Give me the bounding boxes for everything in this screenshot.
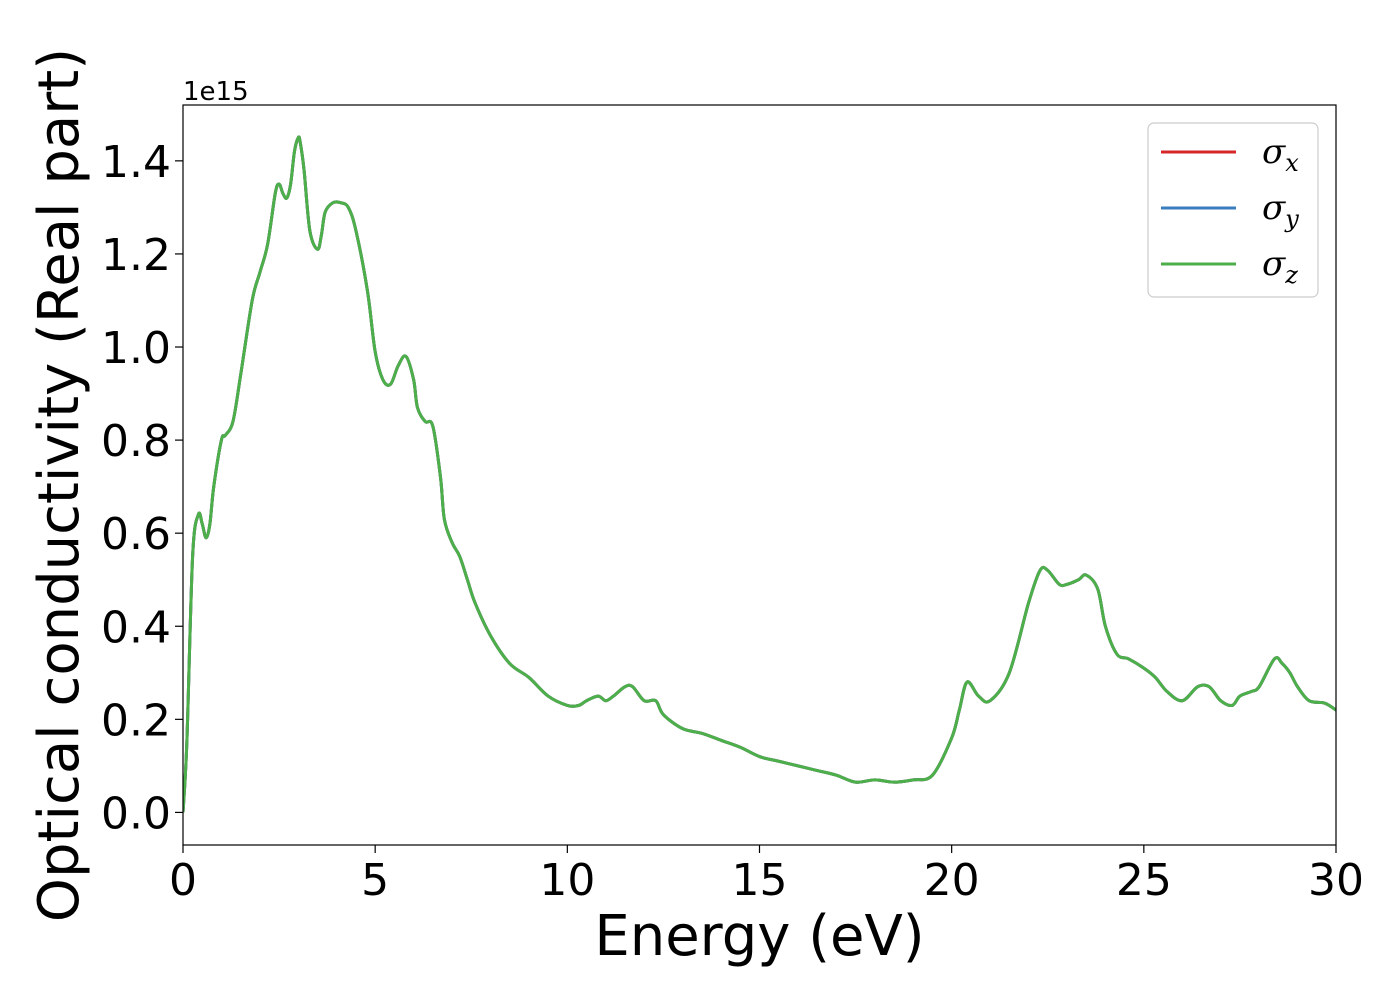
x-tick-label: 20 xyxy=(924,855,980,906)
x-tick-label: 15 xyxy=(732,855,788,906)
x-axis-title: Energy (eV) xyxy=(594,904,924,969)
x-tick-label: 30 xyxy=(1308,855,1364,906)
x-tick-label: 10 xyxy=(539,855,595,906)
y-tick-label: 1.2 xyxy=(101,230,171,281)
y-tick-label: 0.6 xyxy=(101,509,171,560)
series-layer xyxy=(183,135,1336,813)
y-tick-label: 0.0 xyxy=(101,788,171,839)
y-axis: 0.0 0.2 0.4 0.6 0.8 1.0 1.2 1.4 xyxy=(101,137,183,839)
y-tick-label: 0.8 xyxy=(101,416,171,467)
y-axis-title: Optical conductivity (Real part) xyxy=(27,48,92,922)
y-tick-label: 0.4 xyxy=(101,602,171,653)
y-tick-label: 1.4 xyxy=(101,137,171,188)
x-tick-label: 0 xyxy=(169,855,197,906)
x-tick-label: 25 xyxy=(1116,855,1172,906)
y-tick-label: 1.0 xyxy=(101,323,171,374)
x-tick-label: 5 xyxy=(361,855,389,906)
legend-box xyxy=(1147,122,1319,298)
y-tick-label: 0.2 xyxy=(101,695,171,746)
y-axis-offset-label: 1e15 xyxy=(183,77,249,107)
series-line-z xyxy=(183,135,1336,813)
x-axis: 0 5 10 15 20 25 30 xyxy=(169,845,1364,906)
